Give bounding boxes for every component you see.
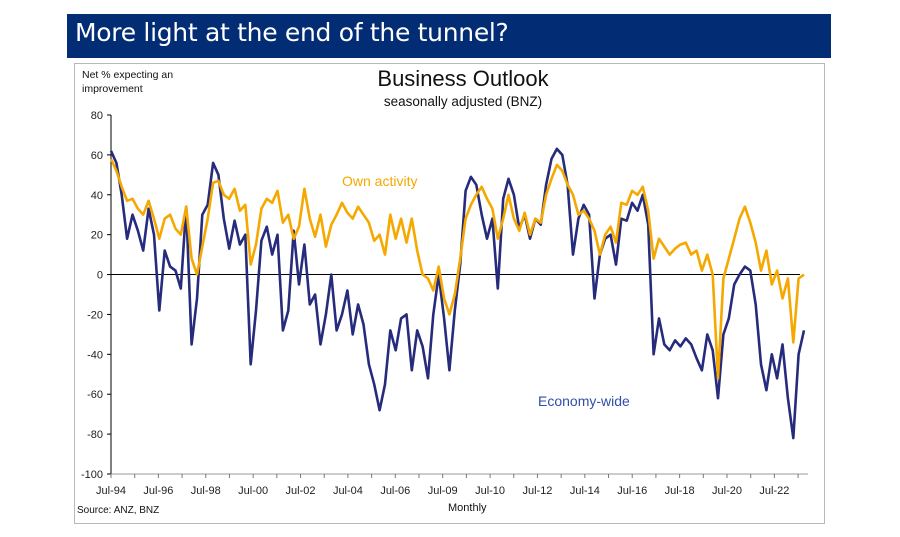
x-tick-label: Jul-18 — [665, 485, 695, 497]
x-tick-label: Jul-20 — [712, 485, 742, 497]
y-tick-label: 40 — [91, 190, 103, 202]
chart-frame — [74, 63, 825, 524]
x-tick-label: Jul-00 — [238, 485, 268, 497]
x-tick-label: Jul-98 — [191, 485, 221, 497]
x-tick-label: Jul-06 — [380, 485, 410, 497]
x-tick-label: Jul-14 — [570, 485, 600, 497]
y-tick-label: -40 — [87, 349, 103, 361]
chart-title: Business Outlook — [377, 66, 549, 91]
annotation-own-activity: Own activity — [342, 173, 417, 189]
y-axis-label-text: Net % expecting an improvement — [82, 69, 174, 95]
y-tick-label: 60 — [91, 150, 103, 162]
y-tick-label: 80 — [91, 110, 103, 122]
annotation-economy-wide: Economy-wide — [538, 393, 630, 409]
y-tick-label: 20 — [91, 230, 103, 242]
y-tick-label: -60 — [87, 389, 103, 401]
x-tick-label: Jul-96 — [143, 485, 173, 497]
annotation-group: Own activity Economy-wide — [342, 173, 630, 409]
slide-title: More light at the end of the tunnel? — [75, 18, 509, 47]
series-line-own-activity — [109, 158, 805, 380]
x-tick-label: Jul-22 — [759, 485, 789, 497]
x-tick-label: Jul-12 — [522, 485, 552, 497]
y-tick-label: 0 — [97, 270, 103, 282]
x-tick-label: Jul-09 — [428, 485, 458, 497]
x-tick-label: Jul-94 — [96, 485, 126, 497]
y-tick-label: -80 — [87, 429, 103, 441]
y-axis-label: Net % expecting an improvement — [82, 68, 180, 96]
y-tick-label: -20 — [87, 309, 103, 321]
series-group — [109, 147, 806, 440]
axes: 80 60 40 20 0 -20 -40 -60 -80 -100 Jul-94 Jul-96 Jul… — [81, 110, 808, 497]
x-tick-label: Jul-04 — [333, 485, 363, 497]
y-tick-label: -100 — [81, 469, 103, 481]
slide-title-banner: More light at the end of the tunnel? — [67, 14, 831, 58]
x-tick-label: Jul-10 — [475, 485, 505, 497]
x-axis-title: Monthly — [448, 502, 487, 514]
x-tick-label: Jul-16 — [617, 485, 647, 497]
series-line-economy-wide — [109, 147, 806, 440]
source-note: Source: ANZ, BNZ — [77, 505, 160, 516]
x-tick-label: Jul-02 — [286, 485, 316, 497]
chart-subtitle: seasonally adjusted (BNZ) — [383, 94, 543, 109]
